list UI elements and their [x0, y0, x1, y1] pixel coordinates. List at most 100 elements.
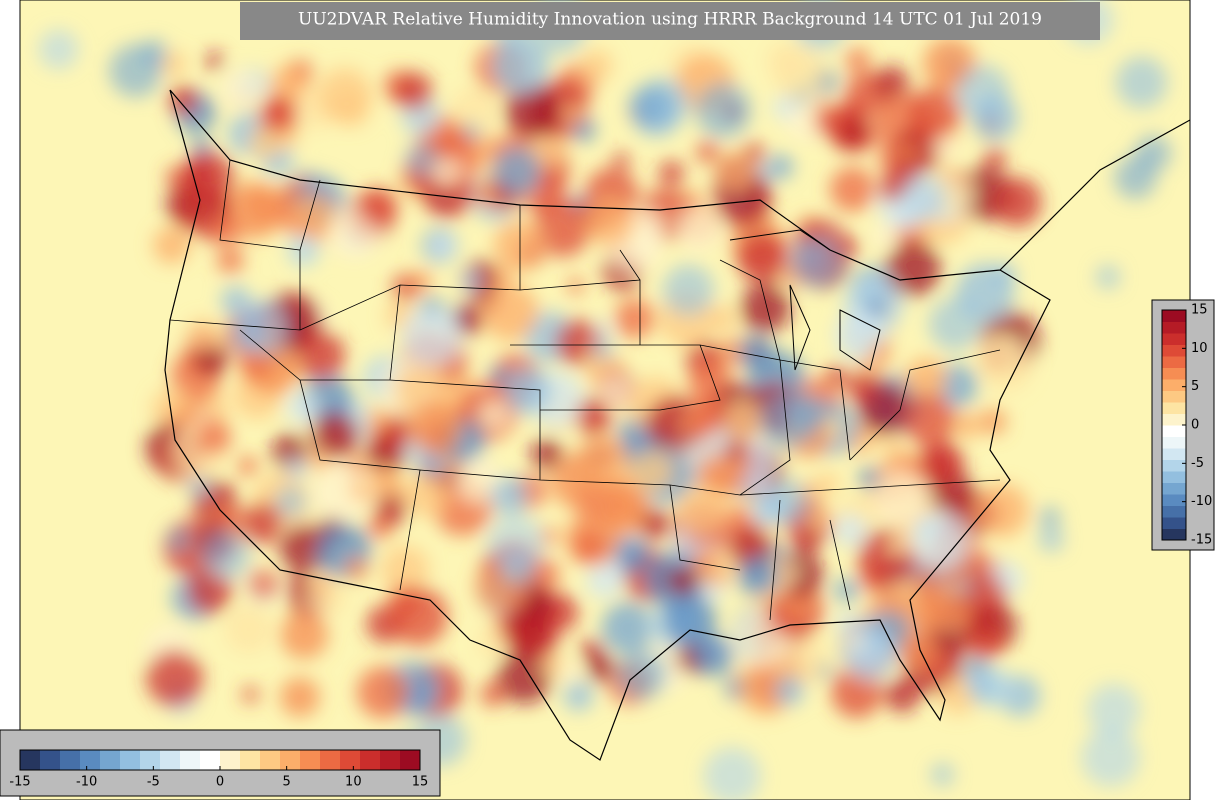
field-blob: [201, 530, 251, 580]
colorbar-segment: [1162, 494, 1186, 506]
field-blob: [480, 399, 510, 429]
colorbar-segment: [1162, 505, 1186, 518]
field-blob: [922, 583, 969, 630]
colorbar-tick-label: 15: [1191, 303, 1208, 318]
colorbar-segment: [180, 750, 201, 770]
field-blob: [1081, 728, 1141, 787]
colorbar-segment: [1162, 517, 1186, 529]
colorbar-tick-label: -5: [147, 775, 160, 790]
field-blob: [474, 183, 499, 207]
field-blob: [530, 437, 563, 470]
colorbar-tick-label: -10: [1191, 494, 1212, 509]
field-blob: [381, 545, 430, 594]
field-blob: [834, 309, 886, 360]
field-blob: [928, 297, 982, 351]
colorbar-vertical: -15 -10 -5 0 5 10 15: [1161, 303, 1212, 548]
field-blob: [1114, 156, 1157, 199]
field-blob: [676, 206, 722, 252]
field-blob: [563, 681, 594, 711]
field-blob: [212, 215, 242, 245]
field-blob: [567, 277, 585, 295]
colorbar-segment: [160, 750, 181, 770]
field-blob: [884, 678, 920, 713]
field-blob: [309, 450, 331, 472]
field-blob: [738, 335, 774, 371]
field-blob: [356, 666, 410, 719]
field-blob: [772, 46, 827, 101]
field-blob: [846, 371, 879, 404]
field-blob: [407, 475, 450, 518]
field-blob: [366, 407, 390, 431]
field-blob: [274, 485, 307, 518]
field-blob: [866, 299, 885, 318]
field-blob: [287, 573, 311, 596]
field-blob: [696, 141, 719, 164]
field-blob: [401, 306, 462, 367]
field-blob: [871, 223, 897, 248]
field-blob: [768, 154, 794, 180]
field-blob: [829, 166, 876, 212]
colorbar-tick-label: -15: [1191, 533, 1212, 548]
field-blob: [685, 408, 717, 440]
field-blob: [500, 550, 536, 586]
field-blob: [388, 586, 448, 646]
field-blob: [420, 451, 446, 477]
field-blob: [480, 682, 506, 707]
field-blob: [232, 299, 289, 356]
field-blob: [772, 96, 796, 120]
field-blob: [826, 364, 848, 386]
field-blob: [287, 234, 320, 267]
field-blob: [658, 160, 685, 186]
field-blob: [258, 95, 299, 135]
field-blob: [186, 318, 221, 353]
field-blob: [580, 49, 613, 82]
field-blob: [312, 412, 359, 459]
field-blob: [431, 157, 462, 187]
colorbar-segment: [1162, 379, 1186, 391]
colorbar-segment: [1162, 413, 1186, 426]
field-blob: [975, 483, 1029, 537]
field-blob: [168, 85, 199, 116]
field-blob: [453, 455, 501, 503]
colorbar-segment: [1162, 367, 1186, 380]
colorbar-segment: [320, 750, 341, 770]
colorbar-segment: [340, 750, 361, 770]
field-blob: [241, 686, 260, 704]
field-blob: [312, 462, 372, 522]
colorbar-segment: [1162, 482, 1186, 495]
field-blob: [280, 611, 329, 659]
humidity-field: [38, 0, 1172, 800]
field-blob: [238, 347, 272, 381]
field-blob: [186, 568, 233, 614]
field-blob: [976, 335, 1019, 377]
field-blob: [450, 87, 498, 135]
field-blob: [428, 232, 456, 260]
field-blob: [724, 401, 765, 442]
field-blob: [964, 617, 1007, 660]
field-blob: [774, 676, 805, 706]
field-blob: [736, 232, 789, 284]
field-blob: [533, 199, 592, 257]
field-blob: [706, 304, 736, 334]
field-blob: [404, 142, 440, 177]
field-blob: [586, 653, 616, 683]
field-blob: [845, 48, 870, 73]
field-blob: [1087, 683, 1141, 737]
colorbar-segment: [1162, 425, 1186, 437]
field-blob: [38, 29, 79, 70]
colorbar-tick-label: 15: [412, 775, 429, 790]
colorbar-segment: [1162, 471, 1186, 483]
field-blob: [205, 52, 224, 70]
field-blob: [980, 408, 1007, 435]
field-blob: [224, 605, 273, 654]
field-blob: [491, 37, 550, 95]
field-blob: [174, 405, 199, 430]
field-blob: [898, 173, 947, 222]
colorbar-horizontal: -15 -10 -5 0 5 10 15: [9, 749, 429, 790]
field-blob: [561, 662, 581, 682]
colorbar-segment: [360, 750, 381, 770]
title-box: [240, 2, 1100, 40]
field-blob: [285, 390, 319, 424]
